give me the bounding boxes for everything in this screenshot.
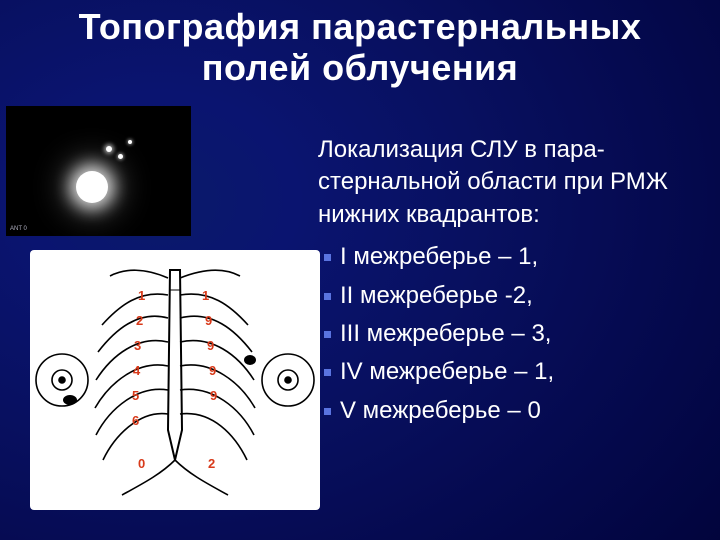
svg-text:6: 6: [132, 413, 139, 428]
list-item: II межреберье -2,: [318, 280, 710, 312]
title-line-2: полей облучения: [202, 47, 518, 88]
svg-text:5: 5: [132, 388, 139, 403]
svg-text:2: 2: [136, 313, 143, 328]
list-item-text: IV межреберье – 1,: [340, 358, 554, 385]
scint-caption: ANT 0: [10, 226, 27, 232]
list-item-text: V межреберье – 0: [340, 397, 541, 424]
hotspot-small: [128, 140, 132, 144]
svg-text:1: 1: [202, 288, 209, 303]
hotspot-small: [106, 146, 112, 152]
svg-text:1: 1: [138, 288, 145, 303]
anatomy-diagram: 1 2 3 4 5 6 0 1 9 9 9 9 2: [30, 250, 320, 510]
title-line-1: Топография парастернальных: [79, 6, 642, 47]
svg-text:9: 9: [210, 388, 217, 403]
svg-text:9: 9: [207, 338, 214, 353]
list-item-text: III межреберье – 3,: [340, 320, 551, 347]
list-item: V межреберье – 0: [318, 395, 710, 427]
list-item: IV межреберье – 1,: [318, 356, 710, 388]
svg-text:4: 4: [133, 363, 141, 378]
body-text: Локализация СЛУ в пара-стернальной облас…: [318, 134, 710, 433]
hotspot-small: [118, 154, 123, 159]
list-item: I межреберье – 1,: [318, 241, 710, 273]
svg-text:3: 3: [134, 338, 141, 353]
bullet-list: I межреберье – 1, II межреберье -2, III …: [318, 241, 710, 427]
list-item-text: I межреберье – 1,: [340, 243, 538, 270]
svg-text:9: 9: [205, 313, 212, 328]
slide-title: Топография парастернальных полей облучен…: [0, 6, 720, 89]
intro-paragraph: Локализация СЛУ в пара-стернальной облас…: [318, 134, 710, 231]
slide: Топография парастернальных полей облучен…: [0, 0, 720, 540]
svg-text:2: 2: [208, 456, 215, 471]
list-item: III межреберье – 3,: [318, 318, 710, 350]
svg-text:9: 9: [209, 363, 216, 378]
list-item-text: II межреберье -2,: [340, 282, 533, 309]
hotspot-main: [76, 171, 108, 203]
svg-text:0: 0: [138, 456, 145, 471]
scintigraphy-image: ANT 0: [6, 106, 191, 236]
